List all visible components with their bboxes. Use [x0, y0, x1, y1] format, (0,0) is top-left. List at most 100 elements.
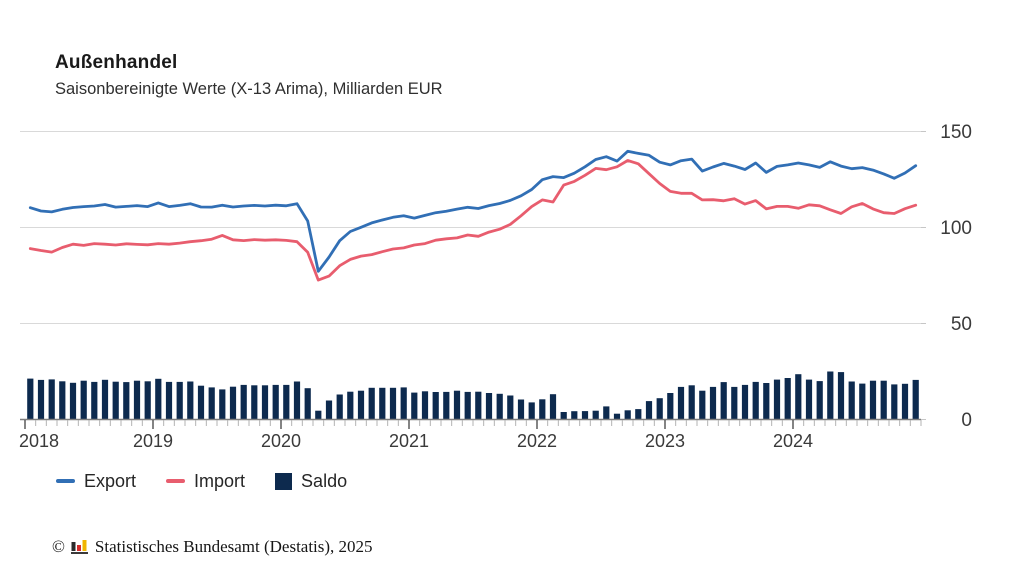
saldo-bar	[432, 392, 439, 420]
saldo-bar	[741, 384, 749, 420]
saldo-bar	[592, 410, 599, 420]
saldo-bar	[165, 381, 173, 420]
legend-label-saldo: Saldo	[301, 470, 348, 491]
saldo-bar	[763, 383, 770, 420]
saldo-bar	[400, 387, 407, 420]
saldo-bar	[411, 392, 418, 420]
saldo-bar	[464, 391, 471, 420]
export-line-swatch	[56, 479, 75, 483]
x-tick-label: 2023	[645, 431, 685, 451]
legend-label-import: Import	[194, 470, 246, 491]
saldo-bar	[37, 379, 45, 420]
saldo-bar	[731, 386, 738, 420]
saldo-bar	[27, 378, 34, 420]
saldo-bar	[709, 386, 717, 420]
import-line	[28, 159, 918, 282]
saldo-bar	[560, 412, 567, 420]
saldo-bar	[539, 399, 546, 420]
saldo-bar	[891, 384, 898, 420]
page-title: Außenhandel	[55, 52, 178, 73]
saldo-bar	[581, 411, 589, 420]
saldo-bar	[475, 391, 482, 420]
legend-item-export: Export	[56, 471, 136, 492]
x-tick-label: 2021	[389, 431, 429, 451]
saldo-bar	[784, 378, 791, 420]
saldo-bar	[912, 379, 919, 420]
saldo-bar	[379, 387, 386, 420]
saldo-bar	[112, 381, 119, 420]
saldo-bar	[357, 390, 365, 420]
saldo-bar	[901, 383, 909, 420]
saldo-bar	[645, 401, 653, 420]
saldo-bar	[859, 383, 866, 420]
saldo-bar	[240, 384, 247, 420]
saldo-bar	[219, 389, 226, 420]
x-tick-label: 2022	[517, 431, 557, 451]
saldo-bar	[347, 391, 354, 420]
saldo-bar	[293, 381, 301, 420]
saldo-bar	[229, 386, 237, 420]
saldo-bar	[59, 381, 66, 420]
saldo-bar	[667, 393, 674, 420]
saldo-bar	[805, 379, 813, 420]
legend: Export Import Saldo	[56, 469, 347, 493]
saldo-bar	[827, 371, 834, 420]
y-axis-label: 0	[961, 410, 972, 431]
saldo-bar	[869, 380, 877, 420]
x-tick-label: 2018	[19, 431, 59, 451]
saldo-bar	[880, 380, 887, 420]
saldo-bar	[528, 402, 535, 420]
saldo-bar	[507, 395, 514, 420]
saldo-bar	[571, 411, 578, 420]
saldo-bar	[443, 391, 450, 420]
saldo-bar	[752, 381, 759, 420]
saldo-square-swatch	[275, 472, 293, 490]
saldo-bar	[197, 385, 205, 420]
saldo-bar	[251, 385, 258, 420]
source-text: Statistisches Bundesamt (Destatis), 2025	[94, 537, 373, 556]
saldo-bar	[336, 394, 343, 420]
saldo-bar	[155, 378, 162, 420]
saldo-bar	[133, 380, 141, 420]
saldo-bar	[699, 390, 706, 420]
saldo-bar	[123, 382, 130, 420]
saldo-bar	[304, 388, 311, 420]
saldo-bar	[389, 387, 397, 420]
y-axis-label: 150	[940, 122, 972, 143]
x-tick-label: 2024	[773, 431, 813, 451]
saldo-bar	[517, 399, 525, 420]
saldo-bar	[656, 398, 663, 420]
page-subtitle: Saisonbereinigte Werte (X-13 Arima), Mil…	[55, 80, 443, 98]
saldo-bar	[795, 374, 802, 420]
saldo-bar	[635, 409, 642, 420]
y-axis-label: 50	[951, 314, 972, 335]
saldo-bar	[677, 386, 685, 420]
saldo-bar	[773, 379, 781, 420]
saldo-bar	[496, 393, 503, 420]
saldo-bar	[69, 382, 77, 420]
saldo-bar	[688, 385, 695, 420]
saldo-bar	[816, 381, 823, 420]
saldo-bar	[368, 387, 375, 420]
saldo-bar	[613, 413, 621, 420]
legend-item-import: Import	[166, 471, 245, 492]
legend-label-export: Export	[84, 470, 137, 491]
saldo-bar	[80, 380, 87, 420]
saldo-bar	[325, 400, 333, 420]
saldo-bar	[91, 381, 98, 420]
saldo-bar	[283, 384, 290, 420]
legend-item-saldo: Saldo	[275, 471, 347, 492]
x-tick-label: 2019	[133, 431, 173, 451]
saldo-bar	[187, 381, 194, 420]
saldo-bar	[144, 381, 151, 420]
saldo-bar	[549, 394, 557, 420]
source-attribution: © Statistisches Bundesamt (Destatis), 20…	[52, 537, 373, 557]
saldo-bar	[624, 410, 631, 420]
copyright-symbol: ©	[52, 537, 65, 556]
saldo-bar	[421, 391, 429, 420]
saldo-bar	[272, 384, 279, 420]
saldo-bar	[603, 406, 610, 420]
saldo-bar	[48, 379, 55, 420]
saldo-bar	[101, 379, 109, 420]
